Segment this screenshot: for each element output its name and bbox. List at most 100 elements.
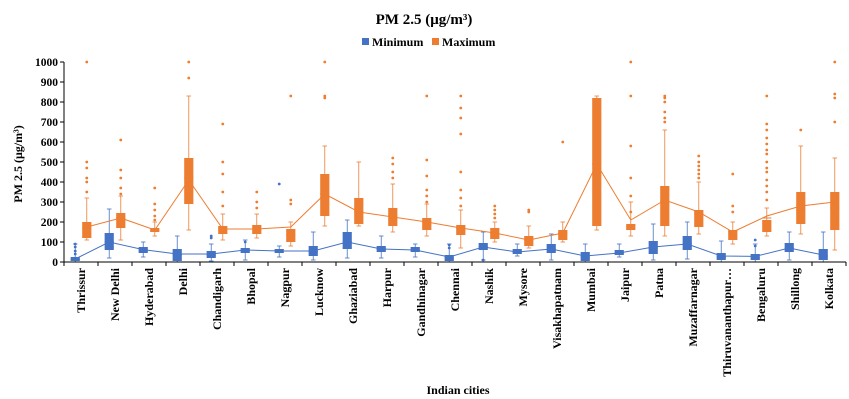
outlier-point [119,138,123,142]
outlier-point [731,210,735,214]
outlier-point [153,186,157,190]
y-tick-label: 300 [41,197,59,209]
outlier-point [187,76,191,80]
outlier-point [119,192,123,196]
outlier-point [697,172,701,176]
box-body [728,230,738,240]
x-tick-label: Kolkata [822,268,836,309]
box-lucknow-maximum [320,60,330,227]
outlier-point [799,128,803,132]
outlier-point [73,242,77,246]
outlier-point [243,240,247,244]
x-tick-label: Hyderabad [142,268,156,326]
outlier-point [753,238,757,242]
outlier-point [153,202,157,206]
box-jaipur-maximum [626,60,636,237]
outlier-point [447,243,451,247]
box-body [82,222,92,238]
outlier-point [187,60,191,64]
box-thiruvananthapur--maximum [728,172,738,245]
x-tick-label: Harpur [380,267,394,307]
y-tick-label: 600 [41,137,59,149]
outlier-point [765,136,769,140]
outlier-point [459,106,463,110]
x-tick-label: Patna [652,268,666,298]
y-tick-label: 0 [52,257,58,269]
box-body [422,218,432,230]
outlier-point [493,212,497,216]
outlier-point [221,172,225,176]
outlier-point [493,208,497,212]
box-body [796,192,806,224]
outlier-point [527,210,531,214]
series-maximum [82,60,840,251]
mean-trend-line-minimum [74,241,824,260]
outlier-point [697,154,701,158]
box-thiruvananthapur--minimum [716,240,726,263]
outlier-point [731,204,735,208]
outlier-point [277,182,281,186]
outlier-point [425,158,429,162]
outlier-point [629,60,633,64]
x-tick-label: Mumbai [584,267,598,312]
outlier-point [289,94,293,98]
outlier-point [221,122,225,126]
x-tick-label: Chandigarh [210,268,224,330]
box-body [116,213,126,228]
box-visakhapatnam-minimum [546,233,556,261]
y-tick-label: 500 [41,157,59,169]
outlier-point [663,116,667,120]
outlier-point [663,94,667,98]
box-new-delhi-maximum [116,138,126,241]
outlier-point [459,204,463,208]
box-body [660,186,670,226]
box-nagpur-minimum [274,182,284,258]
x-tick-label: Bengaluru [754,268,768,322]
box-body [762,220,772,232]
box-nagpur-maximum [286,94,296,247]
box-chennai-maximum [456,94,466,249]
box-thrissur-maximum [82,60,92,241]
x-tick-label: Gandhinagar [414,267,428,336]
outlier-point [447,246,451,250]
outlier-point [629,194,633,198]
outlier-point [459,94,463,98]
box-delhi-maximum [184,60,194,231]
legend: Minimum Maximum [362,35,495,49]
x-tick-label: Mysore [516,267,530,306]
outlier-point [323,94,327,98]
box-body [694,210,704,227]
outlier-point [391,176,395,180]
x-tick-label: Ghaziabad [346,268,360,324]
x-tick-label: Nagpur [278,267,292,307]
y-tick-label: 1000 [35,57,58,69]
outlier-point [425,188,429,192]
outlier-point [391,156,395,160]
outlier-point [459,116,463,120]
box-bhopal-maximum [252,190,262,239]
outlier-point [765,128,769,132]
outlier-point [255,190,259,194]
outlier-point [391,170,395,174]
x-axis-ticks: Thrissur New Delhi Hyderabad Delhi Chandigar… [63,261,847,377]
box-thrissur-minimum [70,242,80,263]
box-harpur-minimum [376,235,386,259]
outlier-point [833,96,837,100]
box-chandigarh-maximum [218,122,228,241]
box-body [218,226,228,234]
box-lucknow-minimum [308,231,318,261]
box-muzaffarnagar-maximum [694,154,704,235]
outlier-point [663,100,667,104]
plot-area [70,60,840,263]
outlier-point [765,122,769,126]
box-patna-minimum [648,223,658,261]
outlier-point [697,168,701,172]
box-body [354,198,364,224]
outlier-point [459,132,463,136]
outlier-point [255,206,259,210]
box-shillong-maximum [796,128,806,235]
outlier-point [663,96,667,100]
outlier-point [629,94,633,98]
box-chandigarh-minimum [206,234,216,262]
box-shillong-minimum [784,231,794,261]
